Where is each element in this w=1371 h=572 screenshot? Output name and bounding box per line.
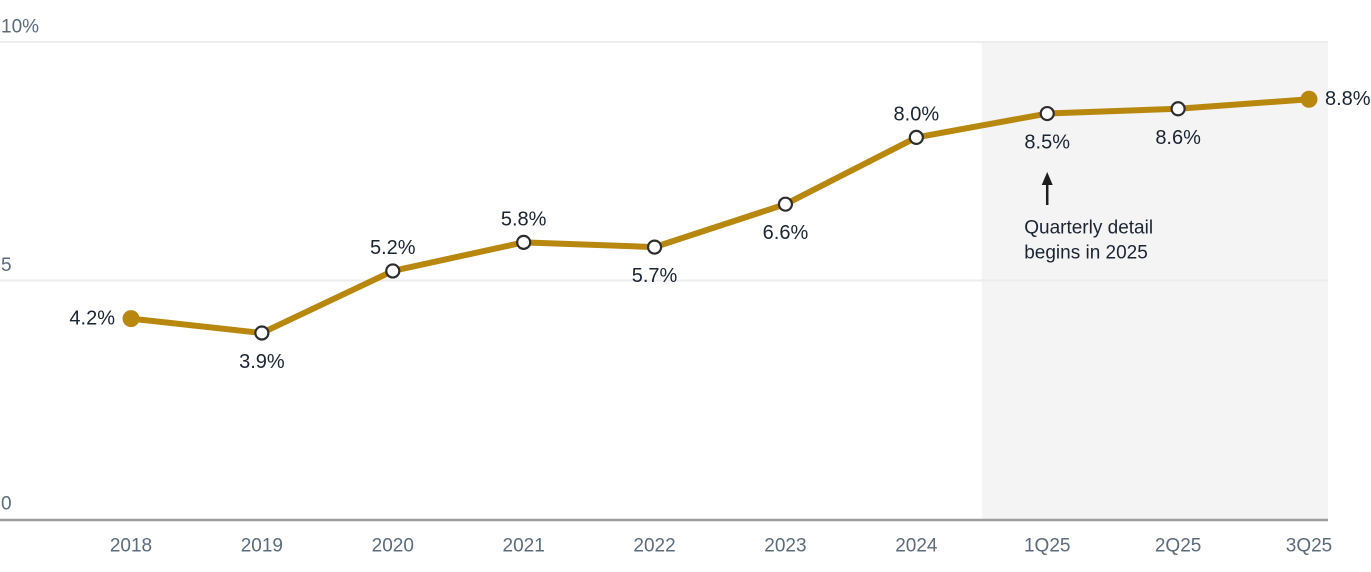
data-point-1Q25 [1039, 105, 1055, 122]
x-axis-tick-label-2021: 2021 [503, 536, 545, 557]
annotation-text-line-2: begins in 2025 [1024, 243, 1148, 264]
data-point-label-2022: 5.7% [632, 265, 678, 287]
data-point-2023 [777, 196, 794, 212]
data-point-2021 [516, 234, 532, 250]
annotation-text-line-1: Quarterly detail [1024, 218, 1153, 239]
data-point-label-3Q25: 8.8% [1325, 88, 1371, 110]
x-axis-tick-label-1Q25: 1Q25 [1024, 536, 1070, 557]
x-axis-tick-label-2Q25: 2Q25 [1155, 536, 1201, 557]
data-point-label-2021: 5.8% [501, 208, 547, 230]
data-point-2022 [646, 239, 663, 255]
data-point-3Q25 [1300, 90, 1318, 108]
data-point-2018 [122, 310, 140, 328]
x-axis-tick-label-3Q25: 3Q25 [1286, 536, 1332, 557]
data-point-label-2023: 6.6% [763, 222, 809, 244]
x-axis-tick-label-2018: 2018 [110, 536, 152, 557]
data-point-2024 [908, 129, 924, 145]
x-axis-tick-label-2020: 2020 [372, 536, 414, 557]
annotation-arrow-head-icon [1041, 172, 1053, 185]
x-axis-tick-label-2024: 2024 [895, 536, 938, 557]
data-point-2019 [254, 325, 270, 341]
data-point-label-2020: 5.2% [370, 237, 416, 259]
data-point-label-2Q25: 8.6% [1155, 127, 1201, 149]
y-axis-tick-label: 0 [1, 494, 12, 515]
x-axis-tick-label-2019: 2019 [241, 536, 283, 557]
x-axis-tick-label-2022: 2022 [633, 536, 675, 557]
data-point-label-1Q25: 8.5% [1024, 132, 1070, 154]
data-point-2020 [385, 263, 401, 279]
y-axis-tick-label: 5 [1, 255, 12, 276]
data-point-label-2018: 4.2% [69, 308, 115, 330]
x-axis-tick-label-2023: 2023 [764, 536, 806, 557]
y-axis-tick-label: 10% [1, 17, 39, 38]
trend-line [128, 96, 1312, 336]
data-point-label-2024: 8.0% [894, 103, 940, 125]
data-point-label-2019: 3.9% [239, 351, 285, 373]
data-point-2Q25 [1170, 101, 1186, 117]
